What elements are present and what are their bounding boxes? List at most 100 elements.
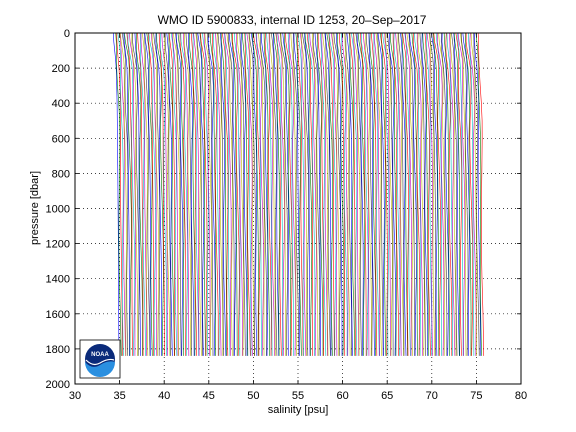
salinity-profile-line	[237, 32, 244, 356]
salinity-profile-line	[117, 32, 124, 356]
salinity-profile-line	[150, 32, 158, 356]
salinity-profile-line	[144, 32, 151, 356]
salinity-profile-line	[450, 32, 457, 356]
salinity-profile-line	[120, 32, 127, 356]
salinity-profile-line	[474, 32, 481, 356]
x-tick-label: 70	[426, 390, 438, 402]
salinity-profile-line	[445, 32, 453, 356]
x-tick-label: 80	[515, 390, 527, 402]
salinity-profile-line	[301, 32, 309, 356]
salinity-profile-line	[373, 32, 380, 356]
salinity-profile-line	[417, 32, 425, 356]
salinity-profile-line	[353, 32, 361, 356]
salinity-profile-line	[357, 32, 366, 356]
salinity-profile-line	[424, 32, 431, 356]
salinity-profile-line	[451, 32, 458, 356]
salinity-profile-line	[276, 32, 283, 356]
salinity-profile-line	[209, 32, 217, 356]
salinity-profile-line	[405, 32, 412, 356]
salinity-profile-line	[119, 32, 126, 356]
salinity-profile-line	[336, 32, 345, 356]
salinity-profile-line	[352, 32, 360, 356]
salinity-profile-line	[380, 32, 388, 356]
salinity-profile-line	[377, 32, 384, 356]
salinity-profile-line	[290, 32, 297, 356]
salinity-profile-line	[236, 32, 243, 356]
salinity-profile-line	[190, 32, 198, 356]
salinity-profile-line	[460, 32, 467, 356]
salinity-profile-line	[425, 32, 433, 356]
salinity-profile-line	[269, 32, 276, 356]
salinity-profile-line	[192, 32, 199, 356]
salinity-profile-line	[220, 32, 227, 356]
salinity-profile-line	[215, 32, 222, 356]
salinity-profile-line	[437, 32, 445, 356]
salinity-profile-line	[468, 32, 475, 356]
salinity-profile-line	[304, 32, 313, 356]
salinity-profile-line	[115, 32, 122, 356]
y-tick-label: 0	[64, 28, 70, 40]
salinity-profile-line	[200, 32, 208, 356]
salinity-profile-line	[364, 32, 372, 356]
salinity-profile-line	[282, 32, 289, 356]
salinity-profile-line	[146, 32, 153, 356]
plot-area	[74, 32, 522, 385]
x-tick-label: 30	[69, 390, 81, 402]
salinity-profile-line	[366, 32, 373, 356]
salinity-profile-line	[188, 32, 196, 356]
salinity-profile-line	[147, 32, 154, 356]
salinity-profile-line	[338, 32, 346, 356]
salinity-profile-line	[457, 32, 464, 356]
salinity-profile-line	[204, 32, 213, 356]
salinity-profile-line	[400, 32, 407, 356]
salinity-profile-line	[297, 32, 304, 356]
salinity-profile-line	[390, 32, 397, 356]
salinity-profile-line	[277, 32, 285, 356]
salinity-profile-line	[255, 32, 262, 356]
salinity-profile-line	[228, 32, 235, 356]
salinity-profile-line	[273, 32, 280, 356]
salinity-profile-line	[356, 32, 364, 356]
salinity-profile-line	[228, 32, 237, 356]
salinity-profile-line	[241, 32, 249, 356]
salinity-profile-line	[217, 32, 224, 356]
salinity-profile-line	[207, 32, 214, 356]
salinity-profile-line	[116, 32, 123, 356]
salinity-profile-line	[224, 32, 232, 356]
salinity-profile-line	[360, 32, 367, 356]
salinity-profile-line	[440, 32, 448, 356]
salinity-profile-line	[475, 32, 482, 356]
salinity-profile-line	[300, 32, 307, 356]
salinity-profile-line	[348, 32, 356, 356]
y-tick-labels: 0 200 400 600 800 1000 1200 1400 1600 1800 2000	[46, 28, 70, 391]
salinity-profile-line	[248, 32, 256, 356]
salinity-profile-line	[113, 32, 120, 356]
salinity-profile-line	[441, 32, 449, 356]
x-tick-label: 35	[113, 390, 125, 402]
salinity-profile-line	[196, 32, 203, 356]
salinity-profile-line	[455, 32, 462, 356]
salinity-profile-line	[131, 32, 138, 356]
salinity-profile-line	[316, 32, 324, 356]
y-tick-label: 1400	[46, 274, 70, 286]
salinity-profile-line	[373, 32, 380, 356]
salinity-profile-line	[477, 32, 485, 356]
axis-ticks	[74, 32, 522, 385]
x-tick-label: 45	[203, 390, 215, 402]
salinity-profile-line	[428, 32, 436, 356]
salinity-profile-line	[453, 32, 460, 356]
y-tick-label: 1600	[46, 309, 70, 321]
salinity-profile-line	[421, 32, 429, 356]
x-tick-label: 75	[470, 390, 482, 402]
y-tick-label: 1200	[46, 239, 70, 251]
salinity-profile-line	[392, 32, 399, 356]
salinity-profile-line	[324, 32, 331, 356]
salinity-profile-line	[462, 32, 470, 356]
salinity-profile-line	[341, 32, 349, 356]
salinity-profile-line	[148, 32, 156, 356]
salinity-profile-line	[465, 32, 474, 356]
salinity-profile-line	[401, 32, 408, 356]
salinity-profile-line	[164, 32, 171, 356]
salinity-profile-line	[433, 32, 442, 356]
y-tick-label: 2000	[46, 379, 70, 391]
